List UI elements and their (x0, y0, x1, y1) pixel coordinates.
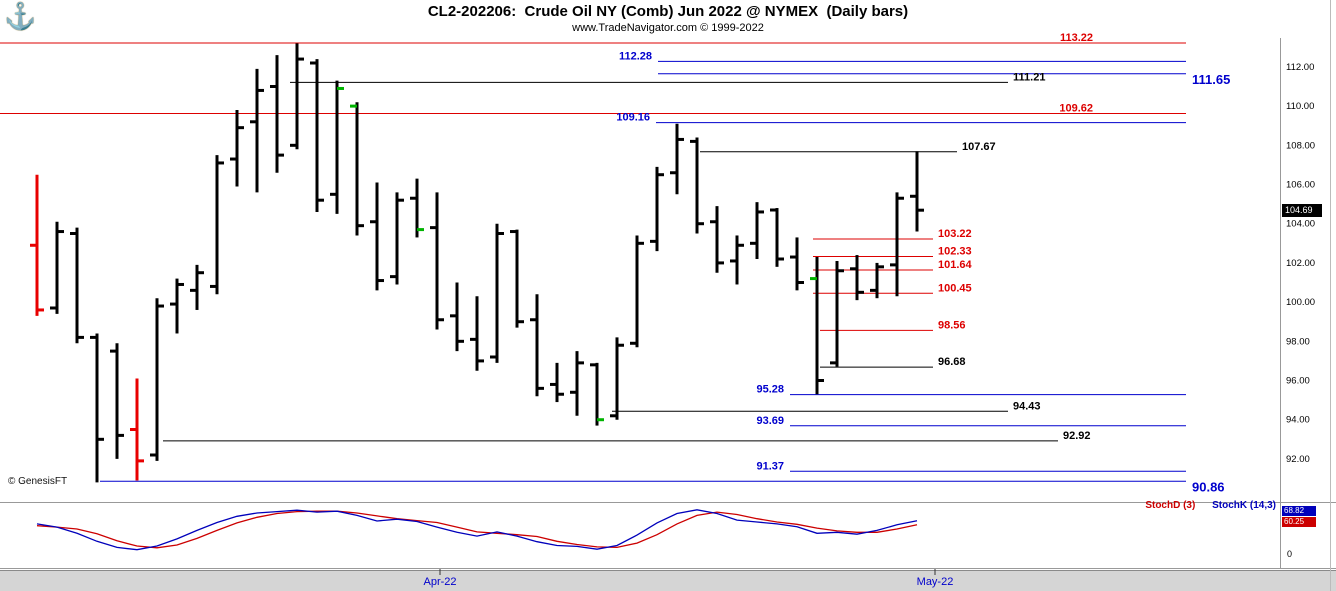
level-label-92.92: 92.92 (1063, 430, 1091, 442)
stochk-value-badge: 68.82 (1282, 506, 1316, 516)
stochk-line (36, 509, 918, 551)
level-label-101.64: 101.64 (938, 259, 973, 271)
level-label-90.86: 90.86 (1192, 479, 1225, 494)
level-label-96.68: 96.68 (938, 356, 966, 368)
level-label-95.28: 95.28 (756, 384, 784, 396)
chart-subtitle: www.TradeNavigator.com © 1999-2022 (572, 22, 764, 34)
stochastic-legend: StochD (3) StochK (14,3) (1145, 500, 1276, 511)
level-label-98.56: 98.56 (938, 319, 966, 331)
price-tick-label: 104.00 (1286, 219, 1315, 230)
date-label-May-22: May-22 (917, 576, 954, 588)
level-label-100.45: 100.45 (938, 282, 972, 294)
chart-title: CL2-202206: Crude Oil NY (Comb) Jun 2022… (427, 3, 909, 20)
level-label-107.67: 107.67 (962, 141, 996, 153)
level-label-102.33: 102.33 (938, 245, 972, 257)
stochk-legend-label: StochK (14,3) (1212, 500, 1276, 511)
price-tick-label: 98.00 (1286, 336, 1310, 347)
stochd-line (36, 510, 918, 549)
level-label-91.37: 91.37 (756, 460, 784, 472)
last-price-badge: 104.69 (1282, 204, 1322, 217)
genesisft-copyright: © GenesisFT (8, 476, 68, 487)
price-tick-label: 96.00 (1286, 376, 1310, 387)
stoch-zero-label: 0 (1287, 549, 1293, 559)
price-tick-label: 110.00 (1286, 101, 1314, 112)
price-tick-label: 102.00 (1286, 258, 1315, 269)
price-tick-label: 108.00 (1286, 140, 1315, 151)
level-label-94.43: 94.43 (1013, 400, 1041, 412)
date-axis-strip (0, 570, 1336, 591)
date-label-Apr-22: Apr-22 (423, 576, 456, 588)
level-label-109.62: 109.62 (1059, 103, 1093, 115)
stochd-value-badge: 60.25 (1282, 517, 1316, 527)
price-tick-label: 94.00 (1286, 415, 1310, 426)
level-label-112.28: 112.28 (619, 50, 652, 62)
level-label-113.22: 113.22 (1060, 32, 1093, 44)
genesis-logo-icon: ⚓ (4, 1, 37, 31)
level-label-103.22: 103.22 (938, 228, 972, 240)
price-tick-label: 106.00 (1286, 180, 1315, 191)
price-tick-label: 100.00 (1286, 297, 1315, 308)
level-label-93.69: 93.69 (756, 415, 784, 427)
price-tick-label: 112.00 (1286, 62, 1314, 73)
level-label-111.21: 111.21 (1013, 71, 1045, 83)
level-label-109.16: 109.16 (616, 112, 650, 124)
level-label-111.65: 111.65 (1192, 72, 1230, 87)
stochd-legend-label: StochD (3) (1145, 500, 1196, 511)
price-tick-label: 92.00 (1286, 454, 1310, 465)
